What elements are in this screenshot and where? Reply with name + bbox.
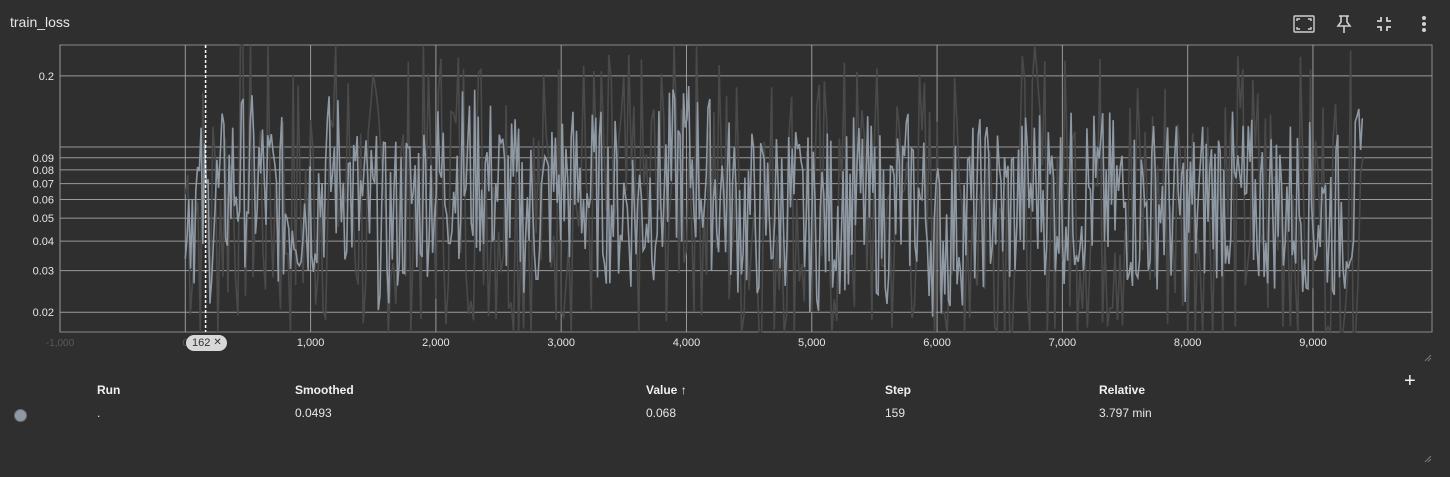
pin-button[interactable] <box>1328 10 1360 38</box>
more-options-button[interactable] <box>1408 10 1440 38</box>
y-tick-label: 0.02 <box>33 307 54 319</box>
y-tick-label: 0.07 <box>33 179 54 191</box>
smoothed-series <box>184 86 1364 317</box>
raw-series-line <box>184 44 1364 334</box>
step-cursor-chip[interactable]: 162 ✕ <box>186 335 227 351</box>
header-value[interactable]: Value ↑ <box>646 383 687 397</box>
y-tick-label: 0.03 <box>33 266 54 278</box>
header-step[interactable]: Step <box>885 383 912 397</box>
smoothed-series-line <box>184 86 1364 317</box>
fullscreen-button[interactable] <box>1288 10 1320 38</box>
axes: 0.2 0.090.08 0.07 0.06 0.05 0.04 0.03 0.02 1,000… <box>33 71 1327 349</box>
add-column-button[interactable]: + <box>1404 370 1416 392</box>
header-smoothed[interactable]: Smoothed <box>295 383 354 397</box>
x-tick-label: 7,000 <box>1049 337 1077 349</box>
step-cursor-value: 162 <box>192 337 211 349</box>
x-tick-label: 3,000 <box>547 337 575 349</box>
pin-icon <box>1336 15 1352 33</box>
close-icon[interactable]: ✕ <box>213 337 222 348</box>
card-toolbar <box>1288 10 1440 38</box>
collapse-button[interactable] <box>1368 10 1400 38</box>
relative-time: 3.797 min <box>1099 406 1152 420</box>
fullscreen-icon <box>1293 15 1315 33</box>
y-tick-label: 0.04 <box>33 236 54 248</box>
line-chart[interactable]: 0.2 0.090.08 0.07 0.06 0.05 0.04 0.03 0.02 1,000… <box>0 0 1450 365</box>
x-tick-label: 9,000 <box>1299 337 1327 349</box>
step-value: 159 <box>885 406 906 420</box>
y-tick-label: 0.05 <box>33 213 54 225</box>
chart-title: train_loss <box>10 14 70 30</box>
y-tick-label: 0.08 <box>33 165 54 177</box>
smoothed-value: 0.0493 <box>295 406 332 420</box>
header-run[interactable]: Run <box>97 383 121 397</box>
x-tick-label: 6,000 <box>923 337 951 349</box>
run-name: . <box>97 406 101 420</box>
run-color-dot <box>14 409 27 422</box>
y-tick-label: 0.09 <box>33 153 54 165</box>
raw-value: 0.068 <box>646 406 677 420</box>
x-tick-label: 5,000 <box>798 337 826 349</box>
header-relative[interactable]: Relative <box>1099 383 1146 397</box>
more-vert-icon <box>1422 16 1426 32</box>
raw-series <box>184 44 1364 334</box>
y-tick-label: 0.2 <box>39 71 54 83</box>
x-tick-label: 8,000 <box>1174 337 1202 349</box>
x-tick-label: 0 <box>183 338 189 349</box>
y-tick-label: 0.06 <box>33 194 54 206</box>
x-tick-label: 1,000 <box>297 337 325 349</box>
x-tick-label: -1,000 <box>46 338 75 349</box>
chart-resize-icon[interactable] <box>1424 354 1432 362</box>
collapse-icon <box>1377 17 1391 31</box>
table-resize-icon[interactable] <box>1424 455 1432 463</box>
x-tick-label: 4,000 <box>673 337 701 349</box>
x-tick-label: 2,000 <box>422 337 450 349</box>
